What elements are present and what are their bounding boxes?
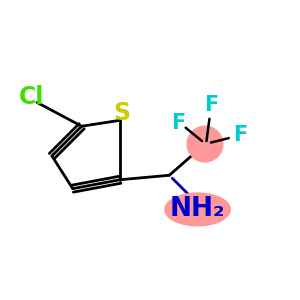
Text: F: F [204,95,218,116]
Ellipse shape [165,193,230,226]
Text: NH₂: NH₂ [170,196,225,222]
Text: Cl: Cl [18,85,44,109]
Circle shape [187,126,223,162]
Text: S: S [113,101,130,125]
Text: F: F [233,125,248,145]
Text: F: F [171,113,185,133]
